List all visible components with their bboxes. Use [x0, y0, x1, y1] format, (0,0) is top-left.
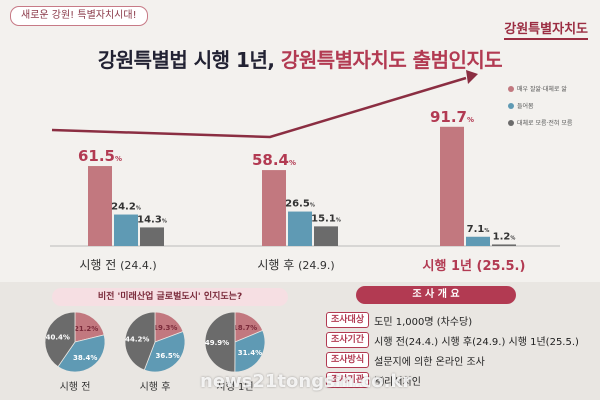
bar-chart-area: 61.5% 24.2% 14.3% 58.4% 26.5% 15.1% 91.7% 7.1% 1…: [0, 60, 600, 288]
group-name: 시행 1년: [422, 259, 472, 274]
trend-arrow: [51, 76, 467, 139]
pie-slice: [74, 311, 105, 343]
bar: [114, 214, 138, 246]
group-label-before: 시행 전 (24.4.): [48, 256, 188, 273]
group-date: (25.5.): [476, 259, 526, 274]
pie-value-label: 38.4%: [73, 354, 97, 362]
bar-chart: 61.5% 24.2%14.3% 58.4% 26.5% 15.1% 91.7% 7.1%1…: [50, 70, 560, 247]
info-row-agency: 조사기관 ㈜리서치인: [326, 372, 421, 388]
bar: [140, 227, 164, 246]
bar-value-label: 61.5%: [78, 147, 122, 165]
pie-slice: [204, 311, 236, 373]
legend-dot: [508, 102, 514, 109]
bar: [288, 211, 312, 246]
pie-label: 시행 후: [139, 382, 171, 393]
legend-label: 대체로 모름·전혀 모름: [517, 120, 573, 127]
title-highlight: 강원특별자치도 출범인지도: [280, 48, 503, 72]
pie-section-title: 비전 '미래산업 글로벌도시' 인지도는?: [52, 288, 288, 306]
bar-value-label: 58.4%: [252, 151, 296, 169]
pie-slice: [143, 330, 186, 373]
info-label: 조사기관: [326, 372, 370, 388]
bar-value-label: 14.3%: [137, 214, 167, 225]
group-name: 시행 후: [257, 258, 295, 272]
bar: [466, 236, 490, 246]
info-row-target: 조사대상 도민 1,000명 (차수당): [326, 312, 472, 328]
bar-value-label: 1.2%: [493, 231, 516, 242]
pie-value-label: 19.3%: [153, 324, 177, 332]
pie-value-label: 18.7%: [233, 324, 257, 332]
legend-label: 들어봄: [517, 103, 534, 110]
bar-value-label: 15.1%: [311, 213, 341, 224]
pie-slice: [57, 334, 106, 373]
group-label-1year: 시행 1년 (25.5.): [404, 255, 544, 274]
chart-legend: 매우 잘앎·대체로 앎 들어봄 대체로 모름·전혀 모름: [508, 84, 598, 135]
page-title: 강원특별법 시행 1년, 강원특별자치도 출범인지도: [0, 44, 600, 73]
pie-value-label: 44.2%: [125, 336, 149, 344]
bar-value-label: 7.1%: [467, 224, 490, 235]
pie-charts: 21.2% 38.4% 40.4% 19.3% 36.5% 44.2% 18.7% 31.4%…: [44, 311, 266, 373]
legend-dot: [508, 119, 514, 126]
title-main: 강원특별법 시행 1년,: [97, 48, 281, 72]
trend-arrow-head: [466, 70, 478, 84]
pie-label: 시행 1년: [216, 382, 254, 393]
bar-value-label: 26.5%: [285, 199, 315, 210]
pie-value-label: 36.5%: [156, 352, 180, 360]
group-date: (24.4.): [120, 259, 157, 272]
bar-value-label: 24.2%: [111, 202, 141, 213]
pie-slice: [234, 329, 266, 373]
bar: [492, 244, 516, 246]
group-name: 시행 전: [79, 258, 117, 272]
info-value: ㈜리서치인: [374, 376, 421, 388]
brand-text: 강원특별자치도: [504, 22, 588, 37]
group-label-after: 시행 후 (24.9.): [226, 256, 366, 273]
pie-slice: [44, 311, 76, 368]
info-label: 조사기간: [326, 332, 370, 348]
bar: [262, 170, 286, 246]
info-label: 조사방식: [326, 352, 370, 368]
bar: [440, 126, 464, 246]
bar: [314, 226, 338, 246]
info-label: 조사대상: [326, 312, 370, 328]
bar-value-label: 91.7%: [430, 108, 474, 126]
info-value: 시행 전(24.4.) 시행 후(24.9.) 시행 1년(25.5.): [374, 336, 579, 348]
bottom-panel: 비전 '미래산업 글로벌도시' 인지도는? 21.2% 38.4% 40.4% 19.…: [0, 282, 600, 400]
survey-overview-title: 조 사 개 요: [356, 286, 516, 304]
brand-logo: 강원특별자치도: [504, 18, 588, 40]
info-row-period: 조사기간 시행 전(24.4.) 시행 후(24.9.) 시행 1년(25.5.): [326, 332, 579, 348]
pie-value-label: 31.4%: [238, 349, 262, 357]
legend-item: 들어봄: [508, 101, 598, 110]
pie-value-label: 49.9%: [205, 339, 229, 347]
watermark: news21tongsin.co.kr: [200, 371, 412, 392]
info-value: 도민 1,000명 (차수당): [374, 316, 473, 328]
tagline: 새로운 강원! 특별자치시대!: [10, 6, 148, 26]
pie-value-label: 40.4%: [46, 334, 70, 342]
group-date: (24.9.): [298, 259, 335, 272]
pie-slice: [124, 311, 156, 371]
legend-label: 매우 잘앎·대체로 앎: [517, 86, 567, 93]
bar: [88, 166, 112, 246]
legend-item: 매우 잘앎·대체로 앎: [508, 84, 598, 93]
legend-item: 대체로 모름·전혀 모름: [508, 118, 598, 127]
legend-dot: [508, 85, 514, 92]
pie-label: 시행 전: [59, 382, 91, 393]
pie-value-label: 21.2%: [74, 325, 98, 333]
info-value: 설문지에 의한 온라인 조사: [374, 356, 485, 368]
info-row-method: 조사방식 설문지에 의한 온라인 조사: [326, 352, 485, 368]
